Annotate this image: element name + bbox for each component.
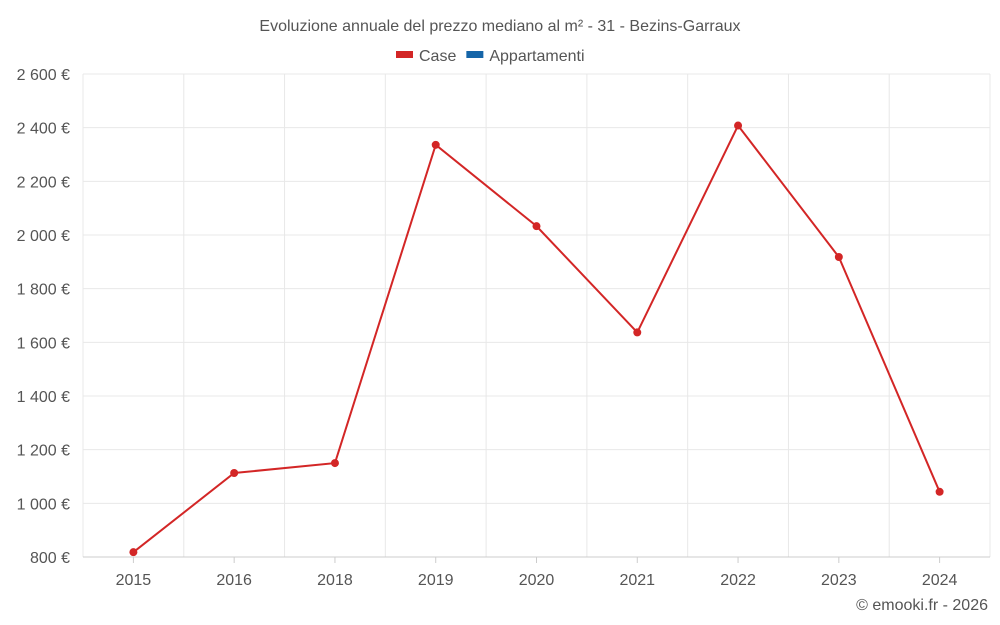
- legend-label[interactable]: Case: [419, 48, 456, 65]
- y-tick-label: 1 800 €: [17, 282, 70, 299]
- x-tick-label: 2022: [720, 572, 756, 589]
- y-tick-label: 1 200 €: [17, 443, 70, 460]
- x-tick-label: 2018: [317, 572, 353, 589]
- data-point[interactable]: [532, 222, 541, 231]
- x-tick-label: 2015: [116, 572, 152, 589]
- data-point[interactable]: [230, 469, 239, 478]
- series-line-case: [132, 123, 941, 553]
- copyright-credit: © emooki.fr - 2026: [856, 597, 988, 614]
- x-tick-label: 2016: [216, 572, 252, 589]
- data-point[interactable]: [834, 253, 843, 262]
- y-tick-label: 2 000 €: [17, 228, 70, 245]
- y-axis: 800 € 1 000 € 1 200 € 1 400 € 1 600 € 1 800 €…: [17, 67, 70, 567]
- legend-swatch[interactable]: [396, 51, 413, 58]
- x-tick-label: 2021: [619, 572, 655, 589]
- y-tick-label: 1 400 €: [17, 389, 70, 406]
- chart-legend[interactable]: Case Appartamenti: [396, 48, 585, 65]
- grid-lines: [82, 73, 991, 558]
- plot-area: [129, 121, 944, 557]
- y-tick-label: 1 600 €: [17, 335, 70, 352]
- x-tick-label: 2024: [922, 572, 958, 589]
- y-tick-label: 1 000 €: [17, 496, 70, 513]
- x-tick-label: 2020: [519, 572, 555, 589]
- data-point[interactable]: [129, 548, 138, 557]
- data-point[interactable]: [431, 140, 440, 149]
- y-tick-label: 2 400 €: [17, 121, 70, 138]
- data-point[interactable]: [330, 459, 339, 468]
- data-point[interactable]: [734, 121, 743, 130]
- y-tick-label: 2 200 €: [17, 174, 70, 191]
- legend-label[interactable]: Appartamenti: [489, 48, 584, 65]
- x-tick-label: 2019: [418, 572, 454, 589]
- legend-swatch[interactable]: [466, 51, 484, 58]
- x-tick-label: 2023: [821, 572, 857, 589]
- y-tick-label: 800 €: [30, 550, 70, 567]
- data-point[interactable]: [633, 328, 642, 337]
- data-point[interactable]: [935, 487, 944, 496]
- x-axis: 2015 2016 2018 2019 2020 2021 2022 2023 2024: [83, 556, 990, 589]
- chart-title: Evoluzione annuale del prezzo mediano al…: [259, 18, 740, 35]
- y-tick-label: 2 600 €: [17, 67, 70, 84]
